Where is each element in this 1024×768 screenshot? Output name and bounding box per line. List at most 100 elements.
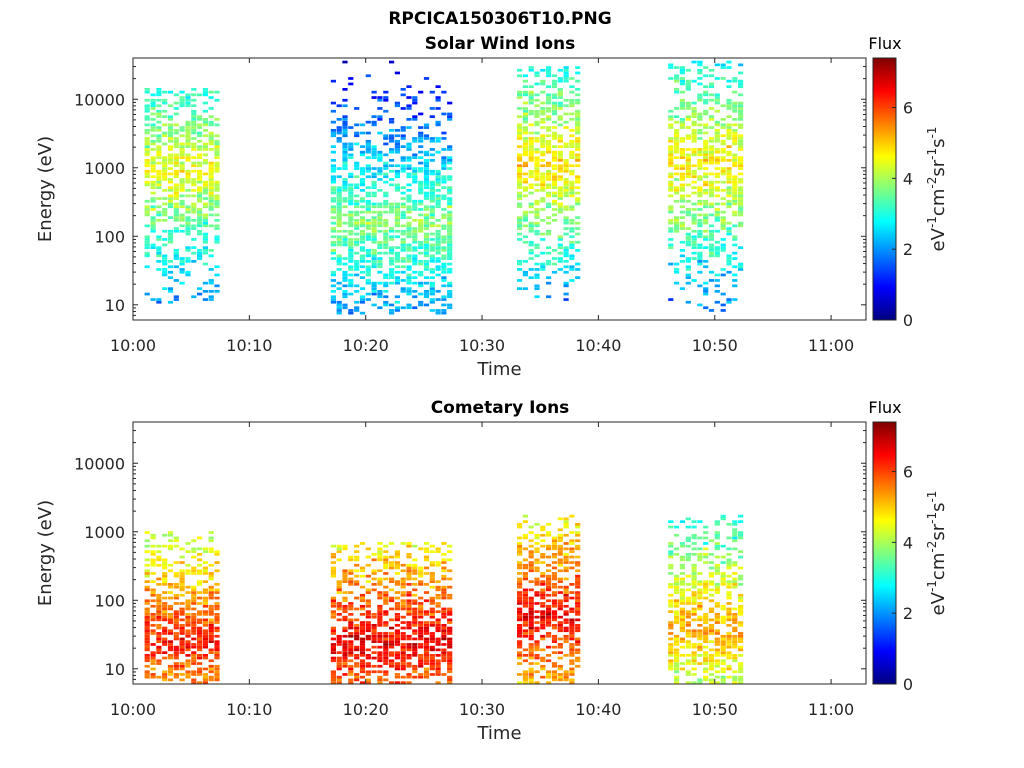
solar-wind-cell xyxy=(546,85,552,88)
solar-wind-cell xyxy=(528,229,534,233)
solar-wind-cell xyxy=(418,221,424,225)
solar-wind-cell xyxy=(202,202,208,206)
solar-wind-cell xyxy=(697,303,703,307)
solar-wind-cell xyxy=(738,159,744,162)
cometary-cell xyxy=(365,678,371,682)
solar-wind-cell xyxy=(551,107,558,110)
solar-wind-cell xyxy=(732,164,738,168)
solar-wind-cell xyxy=(348,145,354,148)
cometary-cell xyxy=(412,613,418,616)
cometary-cell xyxy=(569,618,575,622)
solar-wind-cell xyxy=(738,93,744,97)
solar-wind-cell xyxy=(714,229,720,233)
solar-wind-cell xyxy=(162,287,168,290)
solar-wind-cell xyxy=(423,260,430,263)
cometary-cell xyxy=(418,602,424,605)
solar-wind-cell xyxy=(179,129,185,132)
solar-wind-cell xyxy=(435,120,441,124)
cometary-cell xyxy=(534,566,540,570)
solar-wind-cell xyxy=(167,199,174,203)
solar-wind-cell xyxy=(674,129,680,132)
solar-wind-cell xyxy=(406,183,412,187)
cometary-cell xyxy=(383,634,389,638)
cometary-cell xyxy=(441,634,447,638)
cometary-cell xyxy=(429,654,435,657)
solar-wind-cell xyxy=(144,90,150,94)
solar-wind-cell xyxy=(528,101,534,105)
cometary-cell xyxy=(575,547,581,551)
solar-wind-cell xyxy=(668,161,674,165)
solar-wind-cell xyxy=(517,279,523,282)
solar-wind-cell xyxy=(191,145,197,148)
cometary-cell xyxy=(703,667,709,671)
cometary-cell xyxy=(418,634,424,638)
solar-wind-cell xyxy=(167,290,174,293)
cometary-cell xyxy=(708,659,715,663)
cometary-cell xyxy=(197,645,203,649)
cometary-cell xyxy=(173,651,179,654)
solar-wind-cell xyxy=(423,232,430,236)
solar-wind-cell xyxy=(342,186,348,189)
cometary-cell xyxy=(679,667,685,671)
cometary-cell xyxy=(546,615,552,619)
cometary-cell xyxy=(336,643,342,646)
solar-wind-cell xyxy=(214,98,220,102)
cometary-cell xyxy=(383,610,389,613)
cometary-cell xyxy=(708,588,715,592)
cometary-cell xyxy=(359,596,366,600)
cometary-cell xyxy=(546,604,552,608)
solar-wind-cell xyxy=(714,254,720,258)
solar-wind-cell xyxy=(173,216,179,219)
solar-wind-cell xyxy=(732,183,738,187)
solar-wind-cell xyxy=(389,257,395,260)
cometary-cell xyxy=(412,558,418,562)
cometary-xtick-label: 10:00 xyxy=(110,700,156,719)
solar-wind-cell xyxy=(208,191,214,195)
solar-wind-cell xyxy=(679,148,685,151)
cometary-cell xyxy=(162,561,168,564)
solar-wind-cell xyxy=(738,142,744,146)
cometary-cell xyxy=(348,632,354,635)
cometary-cell xyxy=(173,632,179,635)
solar-wind-cell xyxy=(348,265,354,269)
solar-wind-cell xyxy=(517,260,523,263)
cometary-cell xyxy=(406,637,412,641)
solar-wind-cell xyxy=(162,262,168,266)
solar-wind-cell xyxy=(377,115,383,118)
solar-wind-cell xyxy=(389,273,395,277)
solar-wind-cell xyxy=(563,77,569,80)
cometary-cell xyxy=(441,591,447,594)
solar-wind-cell xyxy=(400,126,406,129)
solar-wind-cell xyxy=(365,219,371,222)
solar-wind-cell xyxy=(563,281,569,285)
cometary-cell xyxy=(534,602,540,605)
solar-wind-cell xyxy=(691,164,697,168)
cometary-cell xyxy=(336,678,342,682)
cometary-cell xyxy=(714,536,720,540)
solar-wind-cell xyxy=(726,123,732,127)
cometary-cell xyxy=(214,626,220,630)
cometary-cell xyxy=(185,602,191,605)
cometary-cell xyxy=(691,536,697,540)
solar-wind-cell xyxy=(732,129,738,132)
solar-wind-cell xyxy=(197,161,203,165)
solar-wind-cell xyxy=(336,175,342,179)
cometary-cell xyxy=(394,618,400,622)
cometary-cell xyxy=(726,640,732,643)
solar-wind-cell xyxy=(528,243,534,247)
cometary-cell xyxy=(144,550,150,553)
solar-wind-cell xyxy=(522,139,528,143)
cometary-cell xyxy=(528,673,534,676)
solar-wind-cell xyxy=(330,145,336,148)
solar-wind-cell xyxy=(441,213,447,217)
cometary-cell xyxy=(546,607,552,611)
solar-wind-cell xyxy=(679,104,685,108)
cometary-cell xyxy=(342,629,348,633)
solar-wind-heatmap xyxy=(144,60,744,315)
solar-wind-cell xyxy=(150,139,156,143)
cometary-cell xyxy=(214,615,220,619)
cometary-cell xyxy=(412,621,418,624)
cometary-cell xyxy=(342,656,348,660)
solar-wind-cell xyxy=(697,159,703,162)
cometary-cell xyxy=(668,645,674,649)
